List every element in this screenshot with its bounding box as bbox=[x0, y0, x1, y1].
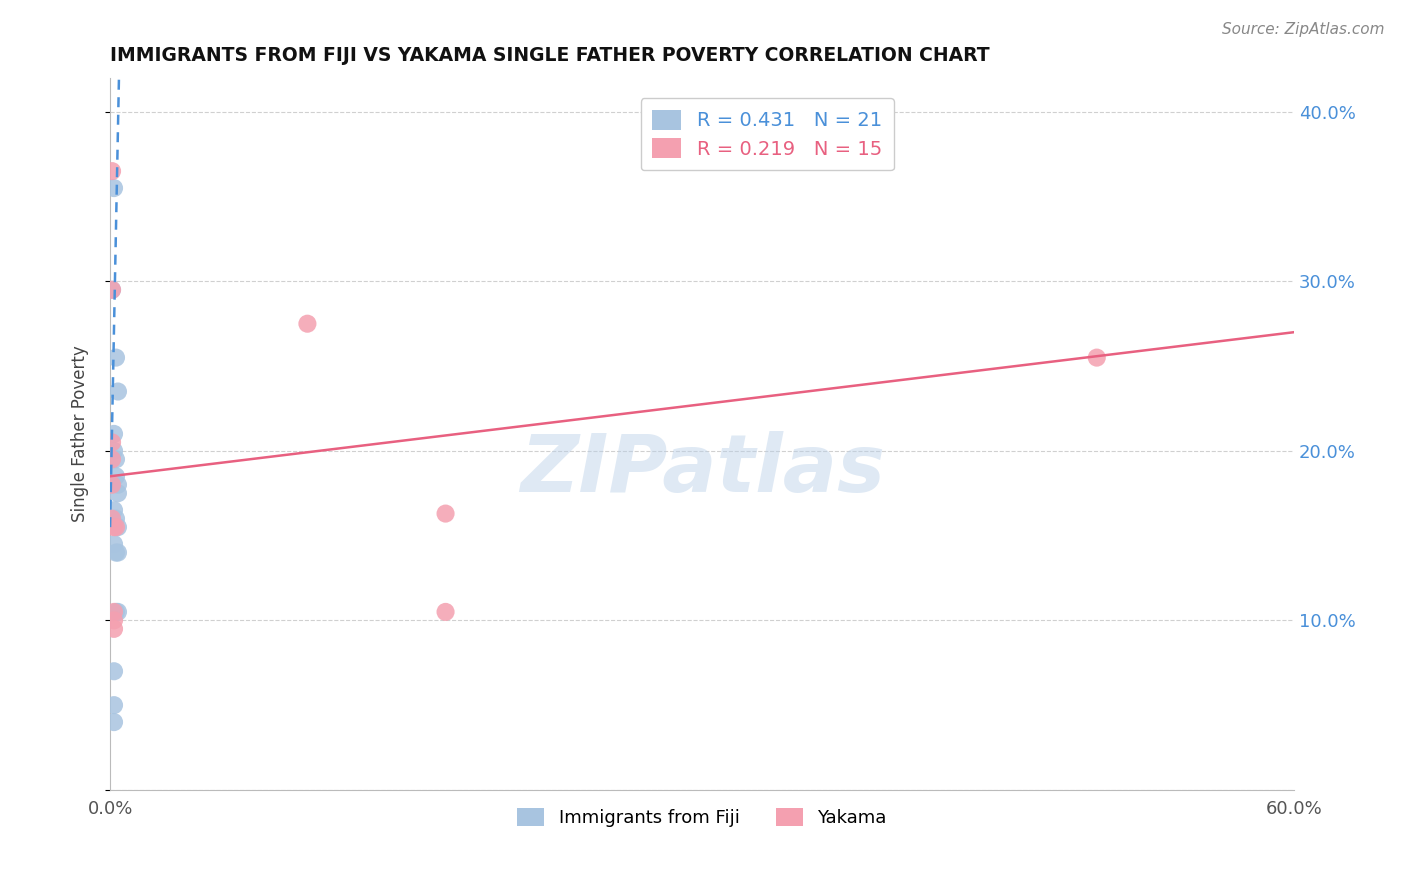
Point bbox=[101, 164, 124, 178]
Point bbox=[103, 520, 125, 534]
Point bbox=[101, 452, 124, 467]
Point bbox=[434, 605, 457, 619]
Point bbox=[103, 181, 125, 195]
Point bbox=[434, 507, 457, 521]
Point bbox=[104, 469, 127, 483]
Point bbox=[104, 351, 127, 365]
Text: ZIPatlas: ZIPatlas bbox=[520, 431, 884, 508]
Point bbox=[103, 605, 125, 619]
Point bbox=[103, 426, 125, 441]
Point bbox=[101, 511, 124, 525]
Point bbox=[107, 545, 129, 559]
Text: Source: ZipAtlas.com: Source: ZipAtlas.com bbox=[1222, 22, 1385, 37]
Point bbox=[104, 452, 127, 467]
Point bbox=[103, 715, 125, 730]
Point bbox=[107, 520, 129, 534]
Point bbox=[103, 698, 125, 713]
Point bbox=[103, 503, 125, 517]
Point bbox=[104, 605, 127, 619]
Point bbox=[107, 384, 129, 399]
Point bbox=[104, 545, 127, 559]
Point bbox=[107, 486, 129, 500]
Point bbox=[103, 537, 125, 551]
Point bbox=[101, 477, 124, 491]
Point bbox=[1085, 351, 1108, 365]
Point bbox=[101, 283, 124, 297]
Y-axis label: Single Father Poverty: Single Father Poverty bbox=[72, 345, 89, 523]
Point bbox=[103, 613, 125, 627]
Point bbox=[107, 605, 129, 619]
Point bbox=[297, 317, 319, 331]
Point bbox=[104, 520, 127, 534]
Point bbox=[101, 435, 124, 450]
Point bbox=[101, 283, 124, 297]
Point bbox=[103, 665, 125, 679]
Legend: Immigrants from Fiji, Yakama: Immigrants from Fiji, Yakama bbox=[510, 800, 894, 834]
Text: IMMIGRANTS FROM FIJI VS YAKAMA SINGLE FATHER POVERTY CORRELATION CHART: IMMIGRANTS FROM FIJI VS YAKAMA SINGLE FA… bbox=[110, 46, 990, 65]
Point bbox=[103, 443, 125, 458]
Point bbox=[107, 477, 129, 491]
Point bbox=[103, 622, 125, 636]
Point bbox=[104, 511, 127, 525]
